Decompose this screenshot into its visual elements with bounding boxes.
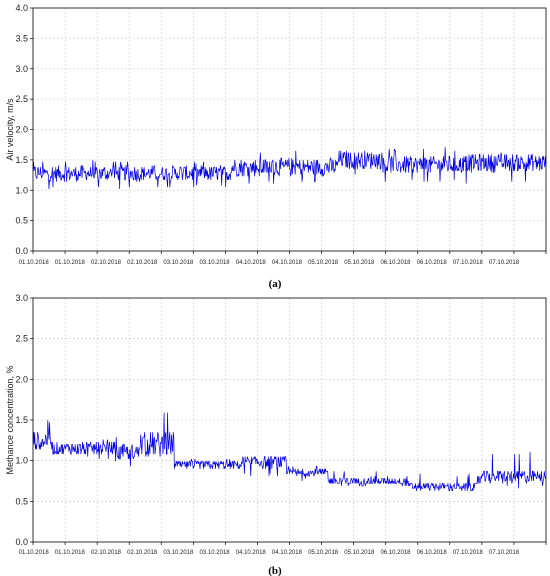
data-series-line (32, 412, 546, 492)
x-tick-label: 05.10.2018 (344, 550, 375, 556)
x-tick-label: 03.10.2018 (200, 260, 231, 266)
y-tick-label: 0.5 (15, 496, 28, 506)
x-tick-label: 03.10.2018 (163, 260, 194, 266)
x-tick-label: 02.10.2018 (91, 550, 122, 556)
x-tick-label: 04.10.2018 (236, 260, 267, 266)
x-tick-label: 05.10.2018 (308, 550, 339, 556)
x-tick-label: 07.10.2018 (489, 260, 520, 266)
x-tick-label: 04.10.2018 (272, 550, 303, 556)
x-tick-label: 06.10.2018 (380, 550, 411, 556)
y-tick-label: 2.0 (15, 125, 28, 135)
x-tick-label: 07.10.2018 (453, 260, 484, 266)
x-tick-label: 07.10.2018 (489, 550, 520, 556)
y-tick-label: 2.5 (15, 94, 28, 104)
panel-b-chart: 0.0 0.5 1.0 1.5 2.0 2.5 3.0 01.10.2018 01.10.201… (5, 293, 547, 556)
x-tick-label: 01.10.2018 (19, 260, 50, 266)
x-tick-label: 02.10.2018 (127, 550, 158, 556)
y-tick-label: 2.0 (15, 374, 28, 384)
x-tick-label: 04.10.2018 (236, 550, 267, 556)
caption-b: (b) (268, 565, 282, 576)
caption-a: (a) (269, 278, 282, 290)
y-tick-label: 1.5 (15, 415, 28, 425)
x-tick-label: 03.10.2018 (163, 550, 194, 556)
x-tick-label: 06.10.2018 (380, 260, 411, 266)
y-axis-label: Air velocity, m/s (5, 98, 15, 161)
x-tick-label: 05.10.2018 (308, 260, 339, 266)
panel-a-chart: 0.0 0.5 1.0 1.5 2.0 2.5 3.0 3.5 4.0 01.10.2018 01.… (5, 3, 547, 266)
y-tick-label: 1.5 (15, 155, 28, 165)
y-tick-label: 3.0 (15, 64, 28, 74)
x-tick-label: 03.10.2018 (200, 550, 231, 556)
x-tick-label: 02.10.2018 (127, 260, 158, 266)
y-tick-label: 4.0 (15, 3, 28, 13)
plot-frame (32, 7, 547, 252)
y-tick-label: 0.0 (15, 246, 28, 256)
y-tick-label: 3.5 (15, 33, 28, 43)
y-tick-label: 0.0 (15, 537, 28, 547)
x-tick-label: 04.10.2018 (272, 260, 303, 266)
x-tick-label: 01.10.2018 (55, 260, 86, 266)
x-tick-label: 06.10.2018 (417, 260, 448, 266)
y-tick-label: 2.5 (15, 334, 28, 344)
y-tick-label: 1.0 (15, 185, 28, 195)
x-tick-label: 05.10.2018 (344, 260, 375, 266)
y-tick-label: 3.0 (15, 293, 28, 303)
y-tick-label: 0.5 (15, 216, 28, 226)
data-series-line (32, 147, 547, 190)
plot-frame (32, 297, 547, 543)
y-tick-label: 1.0 (15, 456, 28, 466)
x-tick-label: 06.10.2018 (417, 550, 448, 556)
x-tick-label: 02.10.2018 (91, 260, 122, 266)
x-tick-label: 01.10.2018 (55, 550, 86, 556)
x-tick-label: 07.10.2018 (453, 550, 484, 556)
y-axis-label: Methance concentration, % (5, 365, 15, 474)
x-tick-label: 01.10.2018 (19, 550, 50, 556)
